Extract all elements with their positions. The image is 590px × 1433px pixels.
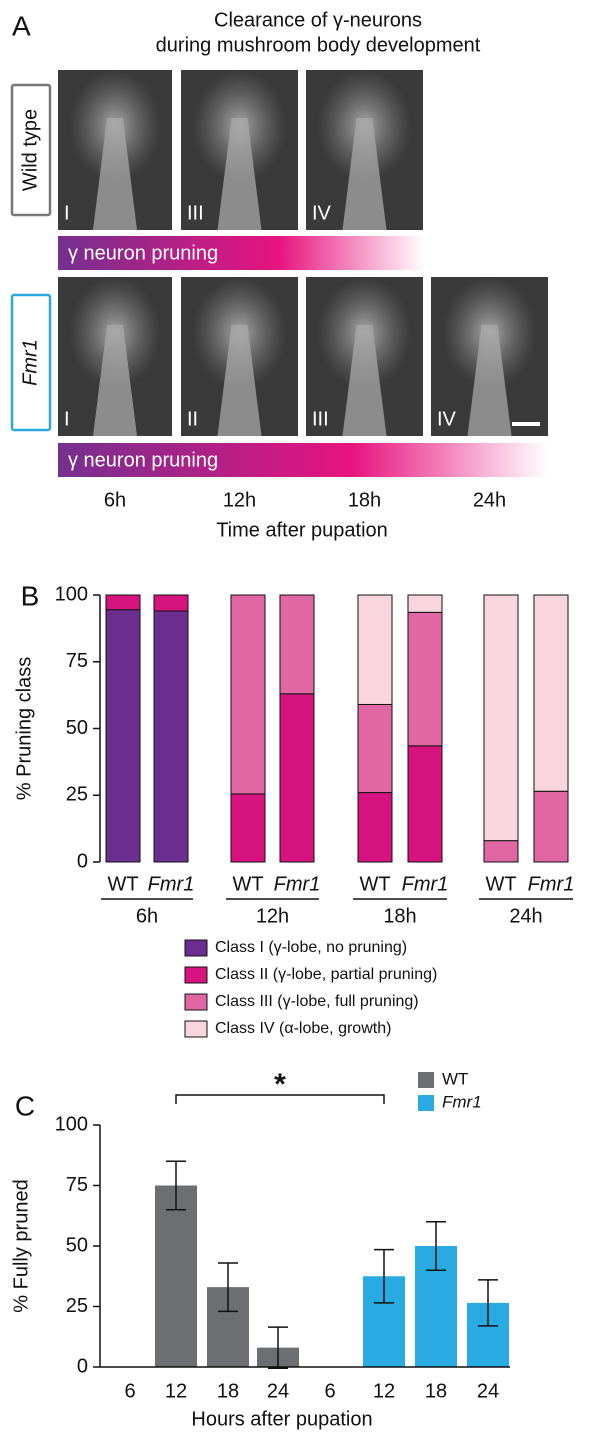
row-label: Wild type	[19, 109, 41, 191]
figure: A Clearance of γ-neurons during mushroom…	[0, 0, 590, 1433]
bar	[155, 1186, 197, 1368]
x-tick-label: WT	[359, 873, 390, 895]
bar-segment	[484, 841, 518, 862]
bar-segment	[231, 794, 265, 862]
bar-segment	[408, 595, 442, 612]
bar-segment	[534, 595, 568, 791]
panel-title: Clearance of γ-neurons	[214, 9, 422, 31]
x-tick-label: 12	[165, 1380, 187, 1402]
legend-label: Class III (γ-lobe, full pruning)	[215, 993, 419, 1010]
stage-label: I	[64, 202, 70, 224]
legend-swatch	[185, 1021, 207, 1037]
panel-label: C	[15, 1090, 35, 1121]
y-tick-label: 100	[55, 583, 88, 605]
legend-label: Fmr1	[442, 1092, 482, 1111]
legend-label: Class I (γ-lobe, no pruning)	[215, 939, 407, 956]
x-axis-title: Time after pupation	[216, 519, 388, 541]
bar-segment	[231, 595, 265, 794]
y-tick-label: 0	[77, 1355, 88, 1377]
panel-label: B	[21, 580, 40, 611]
panel-label: A	[12, 10, 31, 41]
stage-label: III	[187, 202, 204, 224]
y-tick-label: 100	[55, 1113, 88, 1135]
stage-label: IV	[312, 202, 332, 224]
x-tick-label: 24	[477, 1380, 499, 1402]
legend-swatch	[185, 967, 207, 983]
x-tick-label: 18	[425, 1380, 447, 1402]
x-tick-label: 6	[124, 1380, 135, 1402]
bar-segment	[280, 694, 314, 862]
x-tick-label: WT	[232, 873, 263, 895]
y-tick-label: 25	[66, 784, 88, 806]
legend-swatch	[418, 1072, 434, 1088]
y-tick-label: 0	[77, 850, 88, 872]
y-axis-title: % Fully pruned	[10, 1179, 32, 1312]
x-tick-label: Fmr1	[402, 873, 449, 895]
bar-segment	[408, 612, 442, 746]
x-tick-label: 6	[324, 1380, 335, 1402]
gradient-label: γ neuron pruning	[68, 449, 218, 471]
x-tick-label: WT	[107, 873, 138, 895]
group-label: 12h	[256, 905, 289, 927]
bar-segment	[534, 791, 568, 862]
legend-swatch	[185, 940, 207, 956]
bar-segment	[484, 595, 518, 841]
y-tick-label: 50	[66, 1234, 88, 1256]
stage-label: IV	[437, 408, 457, 430]
row-label: Fmr1	[19, 339, 41, 386]
stage-label: II	[187, 408, 198, 430]
stage-label: III	[312, 408, 329, 430]
bar-segment	[106, 595, 140, 610]
stage-label: I	[64, 408, 70, 430]
gradient-label: γ neuron pruning	[68, 242, 218, 264]
legend-swatch	[418, 1095, 434, 1111]
group-label: 6h	[136, 905, 158, 927]
time-label: 6h	[104, 489, 126, 511]
x-axis-title: Hours after pupation	[191, 1408, 372, 1430]
legend-label: WT	[442, 1069, 468, 1088]
x-tick-label: Fmr1	[528, 873, 575, 895]
group-label: 24h	[509, 905, 542, 927]
x-tick-label: 24	[267, 1380, 289, 1402]
bar-segment	[358, 793, 392, 862]
x-tick-label: 18	[217, 1380, 239, 1402]
x-tick-label: Fmr1	[148, 873, 195, 895]
legend-label: Class II (γ-lobe, partial pruning)	[215, 966, 437, 983]
scale-bar	[512, 422, 540, 426]
x-tick-label: WT	[485, 873, 516, 895]
y-tick-label: 75	[66, 650, 88, 672]
bar-segment	[358, 595, 392, 704]
legend-swatch	[185, 994, 207, 1010]
bar-segment	[154, 611, 188, 862]
bar-segment	[154, 595, 188, 611]
y-tick-label: 75	[66, 1174, 88, 1196]
x-tick-label: 12	[373, 1380, 395, 1402]
bar-segment	[280, 595, 314, 694]
y-axis-title: % Pruning class	[13, 657, 35, 800]
time-label: 18h	[348, 489, 381, 511]
bar-segment	[408, 746, 442, 862]
time-label: 24h	[473, 489, 506, 511]
group-label: 18h	[383, 905, 416, 927]
bar-segment	[358, 704, 392, 792]
time-label: 12h	[223, 489, 256, 511]
x-tick-label: Fmr1	[274, 873, 321, 895]
y-tick-label: 50	[66, 717, 88, 739]
significance-mark: *	[274, 1068, 286, 1101]
bar-segment	[106, 610, 140, 862]
y-tick-label: 25	[66, 1295, 88, 1317]
legend-label: Class IV (α-lobe, growth)	[215, 1020, 391, 1037]
panel-title: during mushroom body development	[156, 34, 481, 56]
